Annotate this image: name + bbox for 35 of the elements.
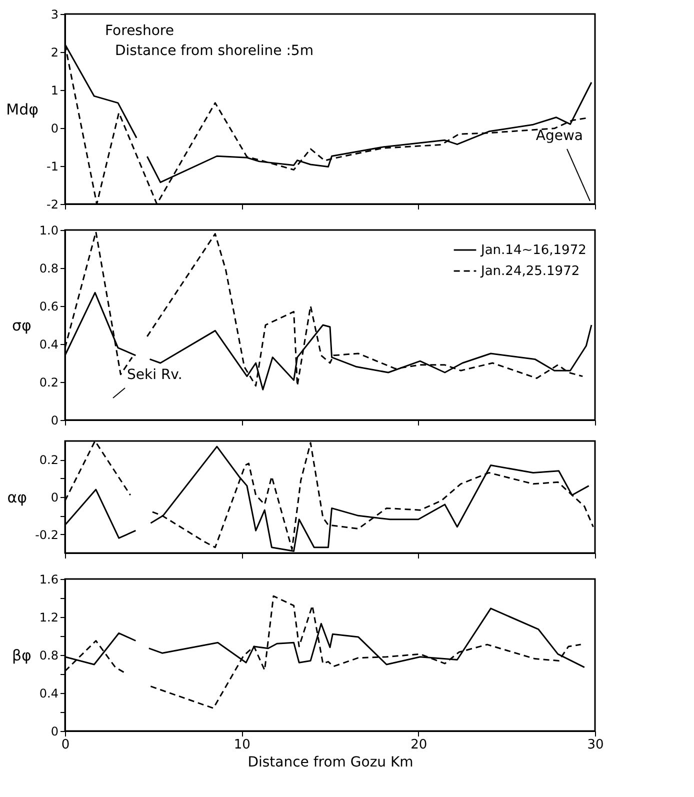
y-tick-label: -1 xyxy=(46,160,58,174)
y-tick-label: 0 xyxy=(50,724,58,738)
y-tick-label: 1.0 xyxy=(39,224,58,238)
y-tick-label: -0.2 xyxy=(35,528,58,542)
y-axis-title: αφ xyxy=(7,488,28,506)
y-tick-label: 1.6 xyxy=(39,572,58,586)
annotation: Foreshore xyxy=(105,23,174,39)
y-tick-label: 0.6 xyxy=(39,300,58,314)
y-tick-label: 0 xyxy=(50,414,58,428)
x-tick-label: 20 xyxy=(410,738,428,752)
y-tick-label: 0.4 xyxy=(39,338,58,352)
annotation: Distance from shoreline :5m xyxy=(115,43,314,59)
y-tick-label: 1 xyxy=(50,84,58,98)
x-tick-label: 10 xyxy=(234,738,250,752)
x-tick-label: 0 xyxy=(61,738,70,752)
legend-label: Jan.24,25.1972 xyxy=(480,264,580,279)
y-tick-label: 1.2 xyxy=(39,610,58,624)
x-axis-title: Distance from Gozu Km xyxy=(248,754,414,770)
y-tick-label: -2 xyxy=(46,198,58,212)
annotation: Seki Rv. xyxy=(127,367,182,383)
annotation: Agewa xyxy=(536,128,583,144)
y-axis-title: σφ xyxy=(12,316,32,334)
y-tick-label: 0 xyxy=(50,490,58,504)
y-axis-title: βφ xyxy=(12,646,32,664)
y-tick-label: 0.8 xyxy=(39,262,58,276)
y-tick-label: 0.2 xyxy=(39,376,58,390)
y-axis-title: Mdφ xyxy=(6,100,39,118)
y-tick-label: 2 xyxy=(50,46,58,60)
y-tick-label: 0 xyxy=(50,122,58,136)
y-tick-label: 0.2 xyxy=(39,453,58,468)
y-tick-label: 3 xyxy=(50,8,58,22)
x-tick-label: 30 xyxy=(587,738,604,752)
legend-label: Jan.14~16,1972 xyxy=(480,243,586,258)
y-tick-label: 0.4 xyxy=(39,686,58,700)
y-tick-label: 0.8 xyxy=(39,648,58,662)
